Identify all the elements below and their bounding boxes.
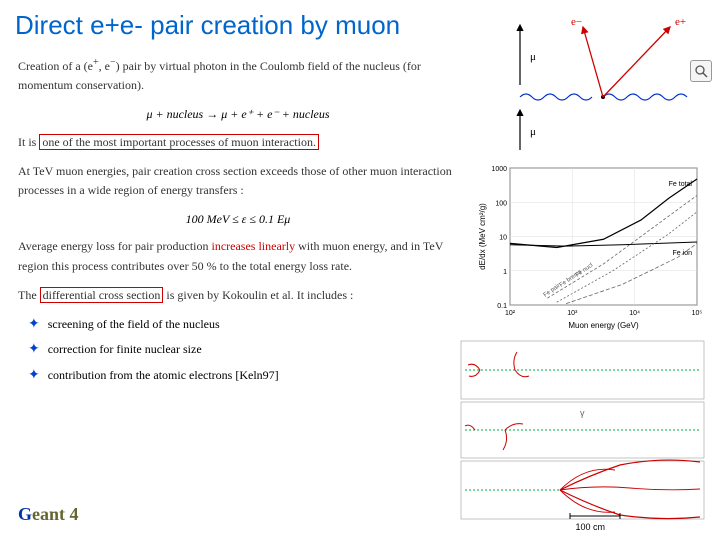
- svg-text:Fe total: Fe total: [669, 181, 693, 188]
- scale-label: 100 cm: [575, 522, 605, 532]
- formula-range: 100 MeV ≤ ε ≤ 0.1 Eμ: [18, 210, 458, 229]
- svg-text:1: 1: [503, 269, 507, 276]
- svg-text:10⁵: 10⁵: [692, 310, 703, 317]
- svg-text:10: 10: [499, 235, 507, 242]
- svg-text:Muon energy (GeV): Muon energy (GeV): [568, 321, 639, 330]
- para-1: Creation of a (e+, e−) pair by virtual p…: [18, 55, 458, 95]
- para-5: The differential cross section is given …: [18, 286, 458, 305]
- svg-text:10³: 10³: [567, 310, 578, 317]
- bullet-item: ✦correction for finite nuclear size: [28, 340, 458, 360]
- bullet-list: ✦screening of the field of the nucleus ✦…: [28, 315, 458, 386]
- svg-text:Fe ion: Fe ion: [673, 250, 693, 257]
- boxed-diffxsec: differential cross section: [40, 287, 164, 303]
- svg-text:10⁴: 10⁴: [629, 310, 640, 317]
- label-mu-out: μ: [530, 51, 536, 63]
- formula-reaction: μ + nucleus → μ + e⁺ + e⁻ + nucleus: [18, 105, 458, 124]
- dedx-chart: 0.1 1 10 100 1000 10² 10³ 10⁴ 10⁵ Muon energy (Ge…: [475, 160, 705, 330]
- svg-text:γ: γ: [580, 408, 585, 418]
- para-3: At TeV muon energies, pair creation cros…: [18, 162, 458, 200]
- svg-text:100: 100: [495, 200, 507, 207]
- svg-text:10²: 10²: [505, 310, 516, 317]
- boxed-important: one of the most important processes of m…: [39, 134, 319, 150]
- label-mu-in: μ: [530, 126, 536, 138]
- label-eminus: e−: [571, 16, 582, 28]
- bullet-item: ✦screening of the field of the nucleus: [28, 315, 458, 335]
- body-text: Creation of a (e+, e−) pair by virtual p…: [18, 55, 458, 392]
- svg-text:0.1: 0.1: [497, 303, 507, 310]
- para-2: It is one of the most important processe…: [18, 133, 458, 152]
- star-icon: ✦: [28, 315, 40, 335]
- track-display: γ: [460, 340, 705, 520]
- star-icon: ✦: [28, 340, 40, 360]
- svg-text:dE/dx (MeV cm²/g): dE/dx (MeV cm²/g): [478, 203, 487, 270]
- label-eplus: e+: [675, 16, 686, 28]
- feynman-diagram: e− e+ μ μ: [475, 15, 705, 155]
- footer-logo: Geant 4: [18, 504, 79, 525]
- magnify-icon[interactable]: [690, 60, 712, 82]
- para-4: Average energy loss for pair production …: [18, 237, 458, 275]
- bullet-item: ✦contribution from the atomic electrons …: [28, 366, 458, 386]
- svg-text:1000: 1000: [491, 166, 507, 173]
- star-icon: ✦: [28, 366, 40, 386]
